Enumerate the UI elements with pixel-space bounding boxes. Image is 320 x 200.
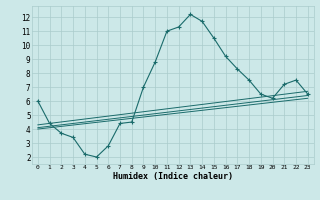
X-axis label: Humidex (Indice chaleur): Humidex (Indice chaleur) xyxy=(113,172,233,181)
